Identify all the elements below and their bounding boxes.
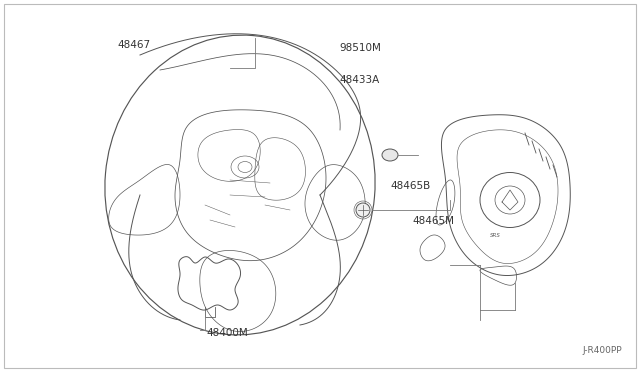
Text: J-R400PP: J-R400PP <box>582 346 622 355</box>
Text: 98510M: 98510M <box>339 44 381 53</box>
Text: 48465M: 48465M <box>413 217 455 226</box>
Text: 48465B: 48465B <box>390 181 431 191</box>
Ellipse shape <box>356 203 370 217</box>
Ellipse shape <box>382 149 398 161</box>
Text: 48467: 48467 <box>118 40 151 49</box>
Text: SRS: SRS <box>490 232 500 237</box>
Text: 48433A: 48433A <box>339 75 380 85</box>
Text: 48400M: 48400M <box>206 328 248 338</box>
